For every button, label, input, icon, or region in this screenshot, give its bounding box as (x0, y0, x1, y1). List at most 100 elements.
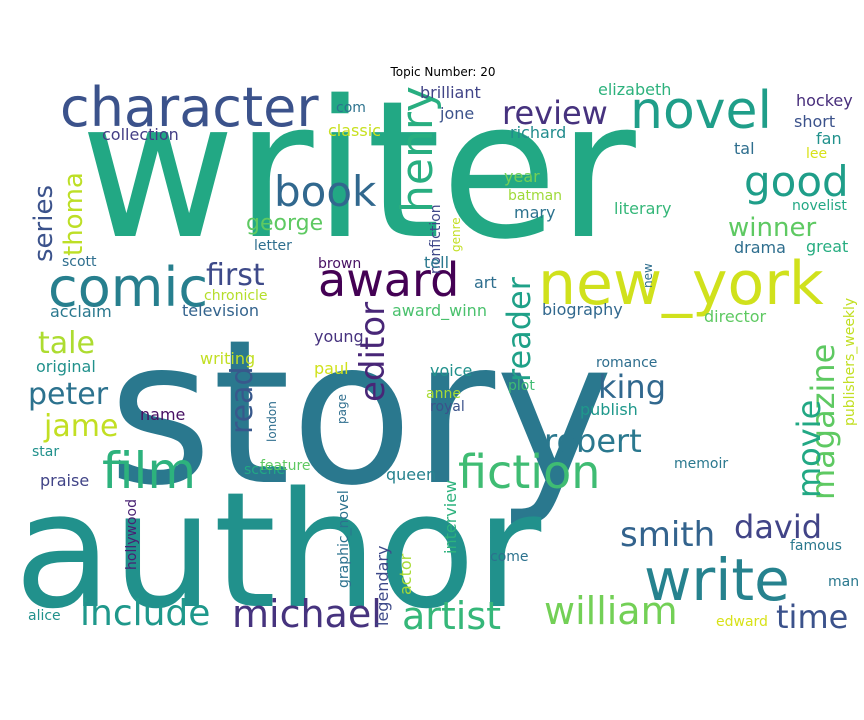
word-magazine: magazine (804, 344, 842, 500)
word-director: director (704, 307, 767, 326)
word-hockey: hockey (796, 91, 853, 110)
word-art: art (474, 273, 497, 292)
word-praise: praise (40, 471, 89, 490)
word-scene: scene (244, 462, 285, 478)
word-elizabeth: elizabeth (598, 80, 671, 99)
word-com: com (336, 100, 366, 116)
word-hollywood: hollywood (124, 499, 140, 570)
word-royal: royal (430, 399, 465, 415)
word-film: film (102, 442, 196, 500)
word-paul: paul (314, 359, 349, 378)
word-winner: winner (728, 213, 816, 243)
word-smith: smith (620, 515, 715, 555)
word-voice: voice (430, 361, 472, 380)
word-fiction: fiction (458, 445, 600, 499)
word-memoir: memoir (674, 456, 728, 472)
word-literary: literary (614, 199, 671, 218)
word-time: time (776, 598, 848, 636)
word-feature: feature (260, 458, 311, 474)
word-alice: alice (28, 608, 61, 624)
word-robert: robert (544, 422, 642, 460)
word-jame: jame (43, 409, 118, 444)
word-come: come (490, 549, 529, 565)
word-good: good (744, 157, 849, 206)
word-award: award (318, 253, 459, 307)
word-thoma: thoma (59, 172, 89, 256)
word-scott: scott (62, 254, 97, 270)
word-novel: novel (630, 81, 772, 141)
word-michael: michael (232, 592, 382, 636)
word-writer: writer (80, 60, 637, 281)
word-series: series (29, 185, 59, 262)
word-star: star (32, 444, 59, 460)
word-brown: brown (318, 256, 361, 272)
word-collection: collection (102, 125, 179, 144)
word-television: television (182, 301, 259, 320)
word-interview: interview (441, 480, 460, 554)
word-novelist: novelist (792, 198, 847, 214)
word-story: story (108, 297, 614, 530)
word-famous: famous (790, 538, 842, 554)
word-david: david (734, 508, 822, 546)
word-year: year (504, 167, 540, 186)
word-page: page (335, 394, 349, 424)
word-movie: movie (790, 400, 828, 498)
word-jone: jone (439, 104, 474, 123)
word-tell: tell (424, 253, 449, 272)
word-anne: anne (426, 386, 461, 402)
word-classic: classic (328, 121, 381, 140)
word-character: character (60, 76, 319, 139)
word-mary: mary (514, 203, 555, 222)
word-brilliant: brilliant (420, 83, 481, 102)
word-fan: fan (816, 129, 842, 148)
word-graphic-novel: graphic_novel (336, 490, 352, 588)
word-book: book (274, 167, 377, 216)
word-richard: richard (510, 123, 566, 142)
word-tale: tale (38, 326, 95, 361)
word-lee: lee (806, 146, 827, 162)
word-great: great (806, 237, 848, 256)
word-new: new (641, 263, 655, 288)
word-peter: peter (28, 377, 109, 412)
word-actor: actor (396, 553, 415, 595)
word-award-winn: award_winn (392, 301, 487, 321)
word-drama: drama (734, 238, 786, 257)
word-king: king (598, 368, 666, 406)
word-artist: artist (402, 594, 501, 638)
word-legendary: legendary (373, 546, 392, 626)
word-editor: editor (353, 302, 393, 402)
word-george: george (246, 211, 323, 236)
word-letter: letter (254, 238, 292, 254)
word-include: include (80, 593, 210, 634)
word-henry: henry (392, 86, 443, 213)
word-reader: reader (500, 276, 538, 382)
word-name: name (140, 405, 185, 424)
word-edward: edward (716, 614, 768, 630)
word-tal: tal (734, 139, 755, 158)
word-chronicle: chronicle (204, 288, 268, 304)
word-publish: publish (580, 400, 638, 419)
word-nonfiction: nonfiction (428, 204, 444, 274)
word-biography: biography (542, 300, 623, 319)
word-genre: genre (449, 217, 463, 252)
word-new-york: new_york (538, 249, 824, 319)
word-man: man (828, 574, 859, 590)
word-first: first (206, 258, 265, 293)
word-write: write (644, 546, 790, 614)
word-read: read (225, 366, 260, 434)
word-writing: writing (200, 349, 255, 368)
word-publishers-weekly: publishers_weekly (842, 298, 858, 426)
word-review: review (502, 94, 608, 132)
word-original: original (36, 357, 96, 376)
word-comic: comic (48, 256, 208, 319)
word-author: author (14, 457, 541, 644)
word-plot: plot (508, 378, 535, 394)
word-queen: queen (386, 465, 436, 484)
word-acclaim: acclaim (50, 302, 112, 321)
word-william: william (544, 589, 678, 633)
word-short: short (794, 112, 835, 131)
word-romance: romance (596, 355, 657, 371)
word-young: young (314, 327, 364, 346)
